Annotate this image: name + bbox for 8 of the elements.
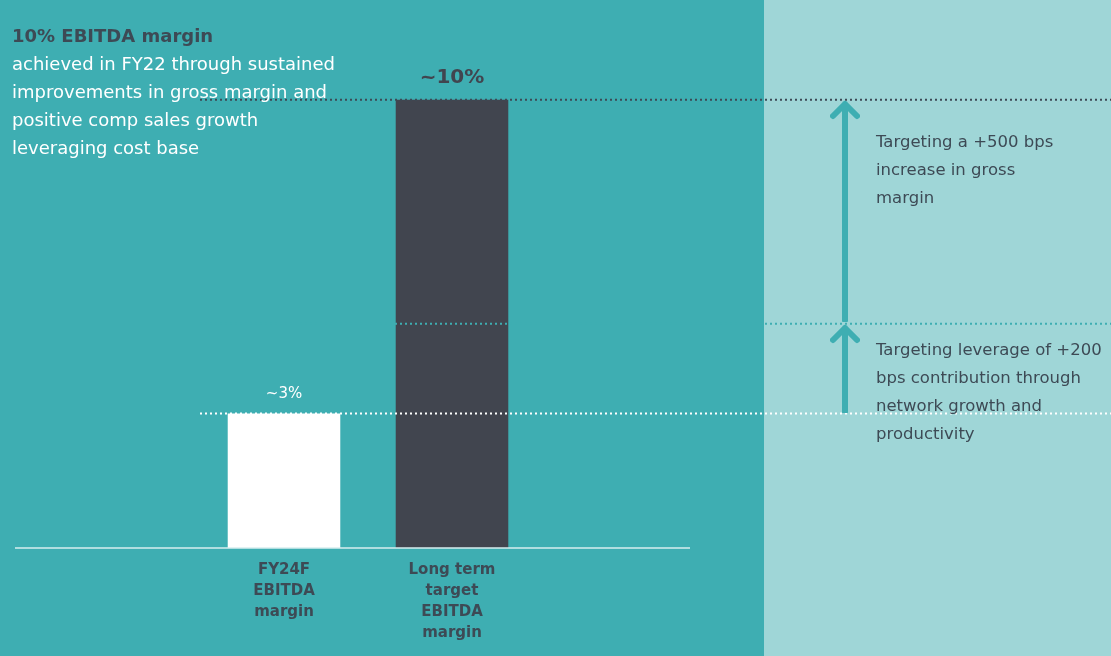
- x-tick-label: Long term target EBITDA margin: [408, 560, 496, 642]
- text: Targeting leverage of +200 bps contribution through network growth and productivity: [876, 338, 1103, 445]
- data-label: ~3%: [265, 383, 303, 402]
- text: 10% EBITDA margin: [12, 24, 214, 48]
- annotation: achieved in FY22 through sustained improvements in gross margin and positive comp sales growth leveraging cost base: [12, 52, 336, 160]
- text: Targeting a +500 bps increase in gross margin: [876, 130, 1055, 209]
- x-tick-label: FY24F EBITDA margin: [253, 560, 316, 621]
- data-label: ~10%: [419, 63, 485, 88]
